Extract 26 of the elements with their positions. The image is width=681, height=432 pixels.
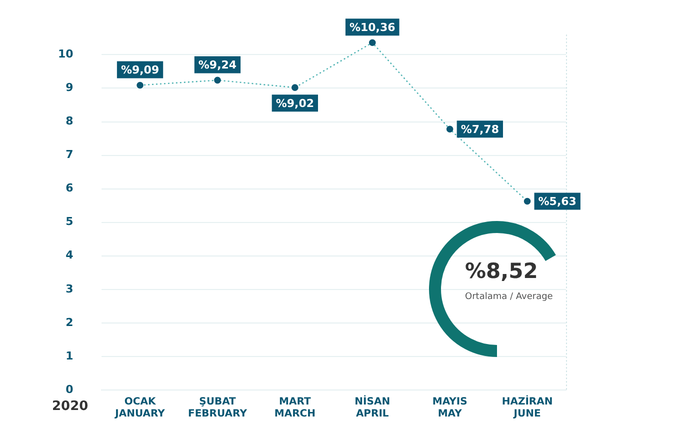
data-label: %9,09 xyxy=(120,64,160,77)
y-tick-label: 0 xyxy=(66,382,74,396)
x-tick-label: OCAK JANUARY xyxy=(114,396,166,420)
y-tick-label: 4 xyxy=(66,248,74,262)
data-label: %9,02 xyxy=(276,96,314,110)
x-tick-label: HAZİRAN JUNE xyxy=(502,394,553,420)
y-tick-label: 3 xyxy=(66,282,74,296)
x-tick-label: NİSAN APRIL xyxy=(354,394,390,420)
x-tick-label: MAYIS MAY xyxy=(432,396,468,420)
data-label: %7,78 xyxy=(460,123,499,136)
y-tick-label: 1 xyxy=(66,349,74,362)
y-tick-label: 7 xyxy=(66,148,74,162)
y-tick-label: 5 xyxy=(66,215,74,228)
data-label: %10,36 xyxy=(349,21,396,34)
x-tick-label: MART MARCH xyxy=(274,396,316,420)
y-tick-label: 2 xyxy=(66,316,74,329)
y-tick-label: 10 xyxy=(58,48,74,61)
y-tick-label: 6 xyxy=(66,182,74,195)
x-tick-label: ŞUBAT FEBRUARY xyxy=(188,396,248,420)
annotation: %8,52 xyxy=(465,259,538,283)
data-label: %9,24 xyxy=(198,58,237,72)
y-tick-label: 9 xyxy=(66,81,74,94)
data-label: %5,63 xyxy=(538,195,576,208)
text: 2020 xyxy=(52,399,88,414)
y-tick-label: 8 xyxy=(66,114,74,128)
annotation: Ortalama / Average xyxy=(465,292,554,302)
